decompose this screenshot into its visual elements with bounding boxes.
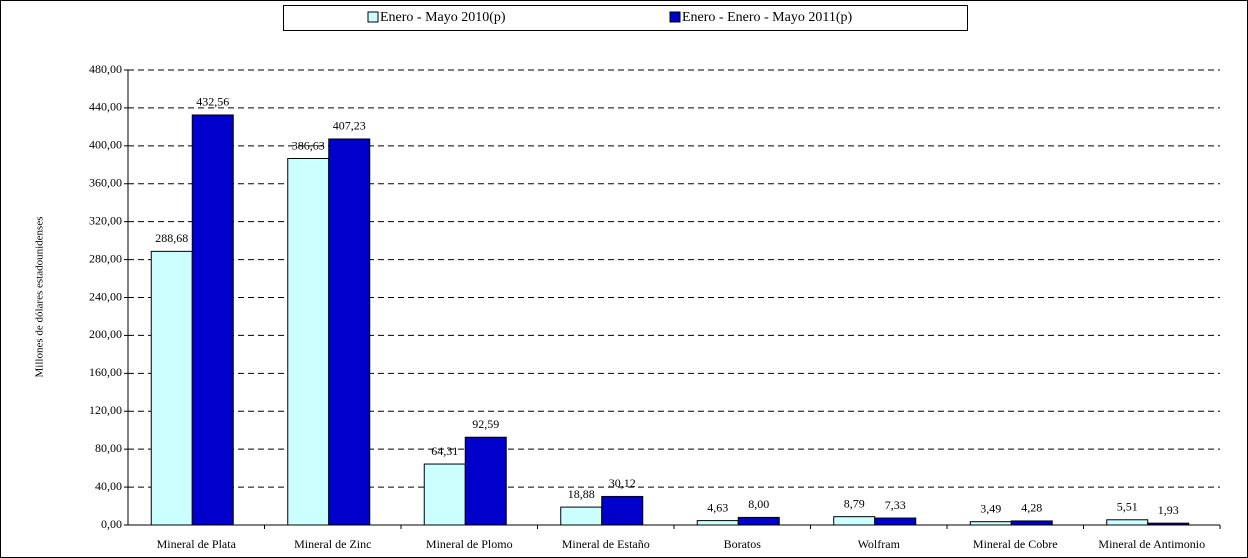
bar: [287, 158, 330, 526]
y-tick-label: 320,00: [89, 213, 122, 227]
y-tick-label: 440,00: [89, 100, 122, 114]
y-tick-label: 200,00: [89, 327, 122, 341]
bar: [696, 520, 739, 526]
y-tick-label: 240,00: [89, 289, 122, 303]
x-tick-label: Mineral de Zinc: [294, 537, 371, 551]
bar: [560, 506, 603, 526]
y-tick-label: 40,00: [95, 479, 122, 493]
y-tick-label: 360,00: [89, 176, 122, 190]
x-tick-label: Mineral de Cobre: [973, 537, 1058, 551]
y-tick-label: 80,00: [95, 441, 122, 455]
bar: [328, 138, 371, 526]
value-label: 5,51: [1117, 500, 1138, 514]
bar: [833, 516, 876, 526]
bar: [874, 517, 917, 526]
y-tick-label: 480,00: [89, 62, 122, 76]
value-label: 432,56: [196, 95, 229, 109]
y-tick-label: 160,00: [89, 365, 122, 379]
value-label: 3,49: [980, 501, 1001, 515]
x-tick-label: Boratos: [724, 537, 762, 551]
x-tick-label: Mineral de Antimonio: [1098, 537, 1205, 551]
bar: [150, 250, 193, 526]
y-tick-label: 120,00: [89, 403, 122, 417]
value-label: 8,79: [844, 496, 865, 510]
value-label: 64,31: [431, 444, 458, 458]
legend-box: [283, 5, 968, 31]
value-label: 1,93: [1158, 503, 1179, 517]
bar: [1106, 519, 1149, 526]
bar: [423, 463, 466, 526]
value-label: 386,63: [292, 138, 325, 152]
bar: [191, 114, 234, 526]
value-label: 407,23: [333, 119, 366, 133]
value-label: 92,59: [472, 417, 499, 431]
legend-swatch: [367, 11, 379, 23]
y-tick-label: 400,00: [89, 138, 122, 152]
x-tick-label: Wolfram: [858, 537, 901, 551]
value-label: 18,88: [568, 487, 595, 501]
x-tick-label: Mineral de Estaño: [562, 537, 650, 551]
y-axis-label: Millones de dólares estadounidenses: [34, 217, 46, 378]
value-label: 4,28: [1021, 501, 1042, 515]
x-tick-label: Mineral de Plata: [157, 537, 237, 551]
legend-text: Enero - Mayo 2010(p): [380, 10, 506, 25]
value-label: 7,33: [885, 498, 906, 512]
bar: [1010, 520, 1053, 526]
legend-swatch: [669, 11, 681, 23]
bar: [464, 436, 507, 526]
bar: [737, 516, 780, 526]
value-label: 30,12: [609, 476, 636, 490]
legend-text: Enero - Enero - Mayo 2011(p): [682, 10, 852, 25]
value-label: 8,00: [748, 497, 769, 511]
value-label: 4,63: [707, 500, 728, 514]
value-label: 288,68: [155, 231, 188, 245]
x-tick-label: Mineral de Plomo: [426, 537, 513, 551]
y-tick-label: 280,00: [89, 251, 122, 265]
bar: [601, 495, 644, 526]
y-tick-label: 0,00: [101, 517, 122, 531]
